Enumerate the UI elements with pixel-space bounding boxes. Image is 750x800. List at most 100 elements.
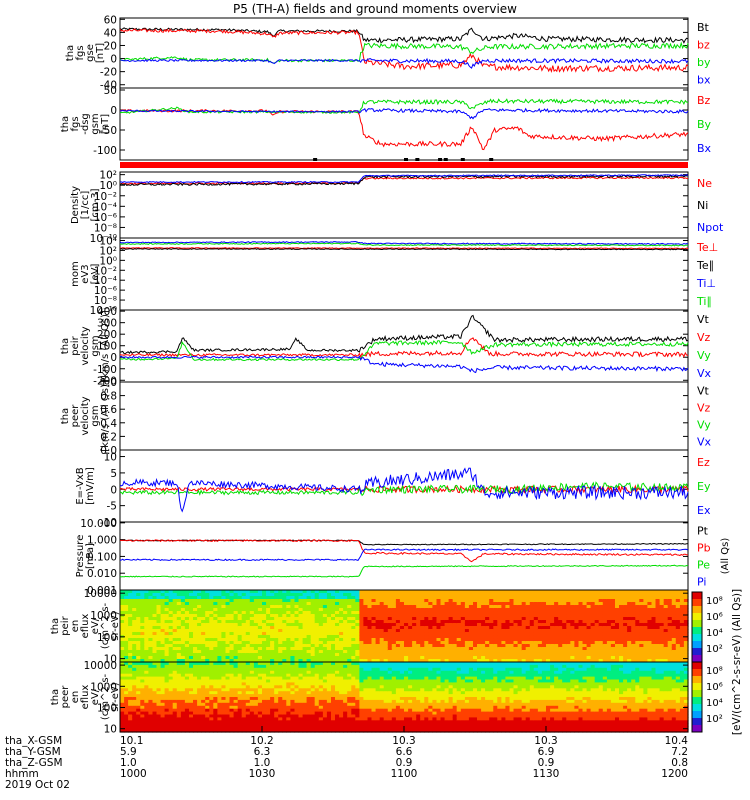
heatmap-cell: [201, 691, 206, 695]
heatmap-cell: [635, 590, 640, 594]
heatmap-cell: [229, 632, 235, 636]
heatmap-cell: [298, 723, 304, 727]
heatmap-cell: [266, 720, 271, 724]
heatmap-cell: [156, 629, 162, 633]
heatmap-cell: [424, 602, 429, 606]
heatmap-cell: [517, 647, 523, 651]
heatmap-cell: [412, 635, 417, 639]
heatmap-cell: [124, 708, 129, 713]
heatmap-cell: [655, 611, 661, 615]
heatmap-cell: [444, 632, 450, 636]
heatmap-cell: [318, 714, 324, 718]
heatmap-cell: [262, 605, 267, 609]
heatmap-cell: [132, 626, 137, 630]
heatmap-cell: [371, 632, 377, 636]
heatmap-cell: [144, 617, 149, 621]
heatmap-cell: [229, 650, 235, 654]
heatmap-cell: [505, 590, 511, 594]
heatmap-cell: [298, 614, 304, 618]
heatmap-cell: [578, 632, 584, 636]
heatmap-cell: [379, 593, 385, 597]
legend-label: Pi: [697, 576, 706, 589]
heatmap-cell: [225, 608, 231, 612]
heatmap-cell: [647, 623, 653, 627]
heatmap-cell: [444, 644, 450, 648]
heatmap-cell: [335, 720, 340, 724]
heatmap-cell: [148, 670, 154, 675]
heatmap-cell: [144, 708, 149, 713]
heatmap-cell: [598, 647, 604, 651]
heatmap-cell: [270, 608, 275, 612]
heatmap-cell: [383, 605, 389, 609]
heatmap-cell: [326, 626, 332, 630]
heatmap-cell: [172, 638, 178, 642]
y-axis-label: [nT]: [95, 43, 106, 63]
heatmap-cell: [314, 659, 320, 663]
heatmap-cell: [278, 611, 283, 615]
heatmap-cell: [436, 599, 442, 603]
heatmap-cell: [180, 629, 186, 633]
heatmap-cell: [249, 691, 255, 695]
heatmap-cell: [189, 632, 194, 636]
heatmap-cell: [124, 656, 129, 660]
heatmap-cell: [132, 623, 137, 627]
heatmap-cell: [189, 623, 194, 627]
heatmap-cell: [570, 623, 575, 627]
heatmap-cell: [639, 629, 644, 633]
heatmap-cell: [262, 673, 267, 678]
heatmap-cell: [452, 656, 458, 660]
heatmap-cell: [241, 629, 247, 633]
heatmap-cell: [180, 656, 186, 660]
heatmap-cell: [237, 673, 243, 678]
heatmap-cell: [189, 729, 194, 733]
heatmap-cell: [355, 590, 360, 594]
heatmap-cell: [237, 659, 243, 663]
heatmap-cell: [229, 726, 235, 730]
heatmap-cell: [213, 647, 218, 651]
heatmap-cell: [262, 623, 267, 627]
heatmap-cell: [477, 602, 482, 606]
heatmap-cell: [164, 638, 170, 642]
heatmap-cell: [156, 664, 162, 669]
heatmap-cell: [278, 659, 283, 663]
heatmap-cell: [270, 699, 275, 704]
heatmap-cell: [339, 629, 344, 633]
heatmap-cell: [424, 596, 429, 600]
heatmap-cell: [124, 605, 129, 609]
heatmap-cell: [355, 605, 360, 609]
heatmap-cell: [306, 670, 312, 675]
heatmap-cell: [643, 617, 649, 621]
heatmap-cell: [262, 682, 267, 686]
heatmap-cell: [270, 682, 275, 686]
heatmap-cell: [598, 620, 604, 624]
heatmap-cell: [432, 590, 438, 594]
heatmap-cell: [456, 623, 462, 627]
heatmap-cell: [566, 644, 571, 648]
heatmap-cell: [294, 676, 300, 681]
y-tick-label: 10⁰: [99, 255, 117, 267]
heatmap-cell: [286, 697, 291, 701]
heatmap-cell: [554, 590, 559, 594]
heatmap-cell: [343, 626, 348, 630]
heatmap-cell: [533, 590, 539, 594]
heatmap-cell: [408, 656, 413, 660]
heatmap-cell: [639, 605, 644, 609]
heatmap-cell: [440, 656, 446, 660]
heatmap-cell: [197, 596, 202, 600]
heatmap-cell: [643, 638, 649, 642]
heatmap-cell: [331, 691, 336, 695]
heatmap-cell: [456, 638, 462, 642]
heatmap-cell: [148, 726, 154, 730]
heatmap-cell: [659, 611, 665, 615]
heatmap-cell: [513, 593, 519, 597]
heatmap-cell: [639, 650, 644, 654]
heatmap-cell: [468, 599, 474, 603]
heatmap-cell: [655, 638, 661, 642]
heatmap-cell: [278, 723, 283, 727]
heatmap-cell: [404, 605, 409, 609]
heatmap-cell: [533, 647, 539, 651]
heatmap-cell: [408, 611, 413, 615]
heatmap-cell: [359, 659, 365, 663]
heatmap-cell: [590, 644, 596, 648]
heatmap-cell: [639, 596, 644, 600]
